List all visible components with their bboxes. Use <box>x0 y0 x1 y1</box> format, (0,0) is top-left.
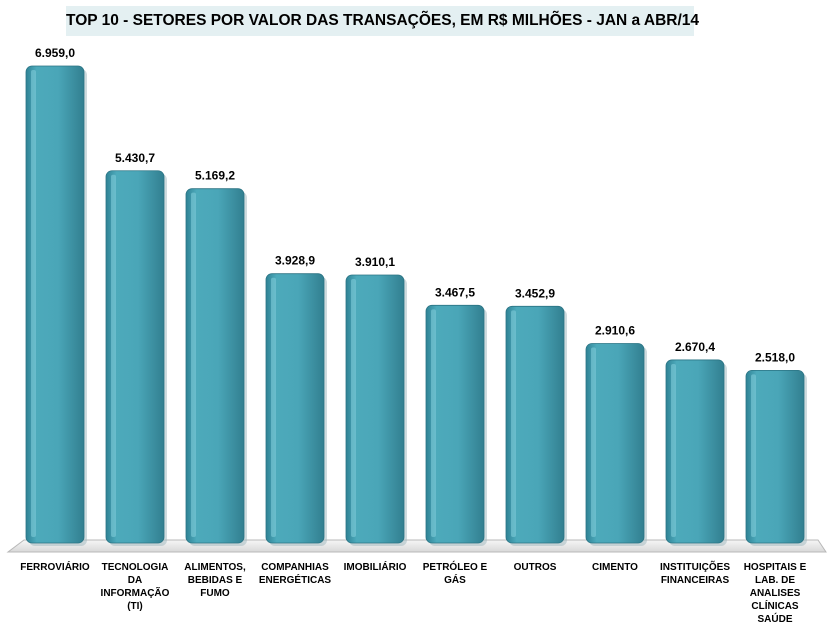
bar <box>665 359 725 544</box>
bar-highlight <box>511 310 516 537</box>
bar-value-label: 3.452,9 <box>515 286 555 300</box>
category-label: ALIMENTOS, BEBIDAS E FUMO <box>184 562 246 599</box>
category-label: COMPANHIAS ENERGÉTICAS <box>258 562 332 586</box>
bar <box>425 304 485 544</box>
bar <box>345 274 405 544</box>
bar-value-label: 5.169,2 <box>195 169 235 183</box>
bar-highlight <box>591 347 596 537</box>
category-label: PETRÓLEO E GÁS <box>422 562 488 586</box>
bar-value-label: 3.928,9 <box>275 254 315 268</box>
category-label: INSTITUIÇÕES FINANCEIRAS <box>659 562 730 586</box>
bar-value-label: 3.910,1 <box>355 255 395 269</box>
bar <box>105 170 165 544</box>
chart-title-background <box>66 6 694 36</box>
bar-value-label: 5.430,7 <box>115 151 155 165</box>
category-label: CIMENTO <box>592 562 638 573</box>
category-label: HOSPITAIS E LAB. DE ANALISES CLÍNICAS SA… <box>743 562 807 625</box>
bar-highlight <box>351 278 356 537</box>
category-label: FERROVIÁRIO <box>20 562 90 573</box>
bar-highlight <box>671 363 676 537</box>
bar-value-label: 2.518,0 <box>755 350 795 364</box>
bar-highlight <box>191 192 196 537</box>
bar <box>185 188 245 544</box>
bar-value-label: 3.467,5 <box>435 285 475 299</box>
bar <box>265 273 325 544</box>
bar-value-label: 2.910,6 <box>595 323 635 337</box>
bar <box>505 305 565 544</box>
bar-value-label: 2.670,4 <box>675 340 715 354</box>
bar-highlight <box>751 374 756 537</box>
bar-highlight <box>271 277 276 537</box>
bar <box>25 65 85 544</box>
category-label: IMOBILIÁRIO <box>343 562 407 573</box>
category-label: TECNOLOGIA DA INFORMAÇÃO (TI) <box>100 562 170 612</box>
bar-highlight <box>431 309 436 537</box>
bar-highlight <box>31 70 36 537</box>
bar-value-label: 6.959,0 <box>35 46 75 60</box>
bar-highlight <box>111 174 116 538</box>
chart-title: TOP 10 - SETORES POR VALOR DAS TRANSAÇÕE… <box>66 12 700 29</box>
category-label: OUTROS <box>513 562 557 573</box>
bar <box>745 370 805 544</box>
bar <box>585 343 645 544</box>
